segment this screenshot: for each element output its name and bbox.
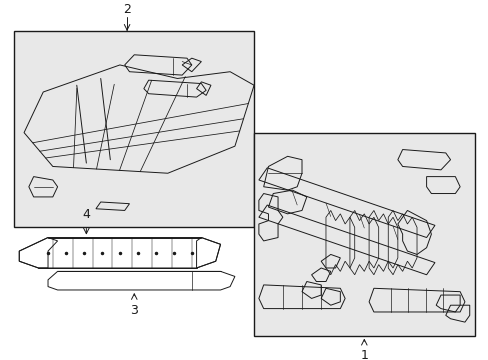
Bar: [254, 132, 473, 336]
Text: 1: 1: [360, 348, 367, 360]
Bar: [15, 31, 254, 228]
Text: 4: 4: [82, 208, 90, 221]
Text: 2: 2: [123, 3, 131, 16]
Text: 3: 3: [130, 303, 138, 316]
